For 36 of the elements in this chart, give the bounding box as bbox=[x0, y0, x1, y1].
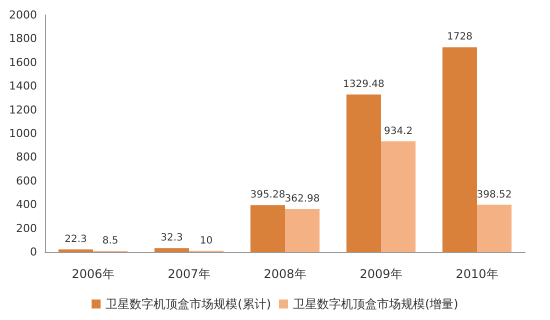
data-label: 1728 bbox=[446, 32, 472, 43]
x-tick-label: 2006年 bbox=[72, 267, 114, 281]
x-tick-label: 2007年 bbox=[168, 267, 210, 281]
data-label: 362.98 bbox=[284, 193, 320, 204]
legend-label: 卫星数字机顶盒市场规模(累计) bbox=[106, 297, 272, 311]
data-label: 1329.48 bbox=[343, 78, 384, 90]
y-tick-label: 2000 bbox=[9, 8, 37, 22]
y-tick-label: 600 bbox=[16, 174, 37, 188]
legend-label: 卫星数字机顶盒市场规模(增量) bbox=[293, 297, 458, 311]
y-tick-label: 800 bbox=[16, 150, 37, 164]
data-label: 8.5 bbox=[102, 235, 118, 246]
bar bbox=[154, 248, 189, 252]
x-tick-label: 2009年 bbox=[360, 267, 402, 281]
bar bbox=[381, 141, 416, 252]
data-label: 395.28 bbox=[250, 190, 286, 201]
bar bbox=[58, 249, 93, 252]
bar bbox=[477, 204, 512, 252]
data-label: 398.52 bbox=[476, 189, 512, 200]
y-tick-label: 0 bbox=[30, 246, 37, 258]
y-tick-label: 1400 bbox=[9, 80, 37, 93]
bar bbox=[250, 205, 285, 252]
y-tick-label: 200 bbox=[16, 222, 37, 235]
bar bbox=[442, 47, 477, 252]
x-tick-label: 2010年 bbox=[456, 267, 498, 281]
data-label: 32.3 bbox=[160, 232, 183, 244]
data-label: 10 bbox=[200, 235, 213, 246]
data-label: 934.2 bbox=[384, 126, 413, 137]
y-tick-label: 1800 bbox=[9, 32, 37, 46]
y-tick-label: 400 bbox=[16, 198, 37, 212]
bar bbox=[285, 208, 320, 252]
y-tick-label: 1600 bbox=[9, 56, 37, 69]
x-tick-label: 2008年 bbox=[264, 267, 306, 281]
bar bbox=[346, 94, 381, 252]
data-label: 22.3 bbox=[64, 234, 87, 245]
y-tick-label: 1000 bbox=[9, 127, 37, 140]
y-tick-label: 1200 bbox=[9, 103, 37, 116]
